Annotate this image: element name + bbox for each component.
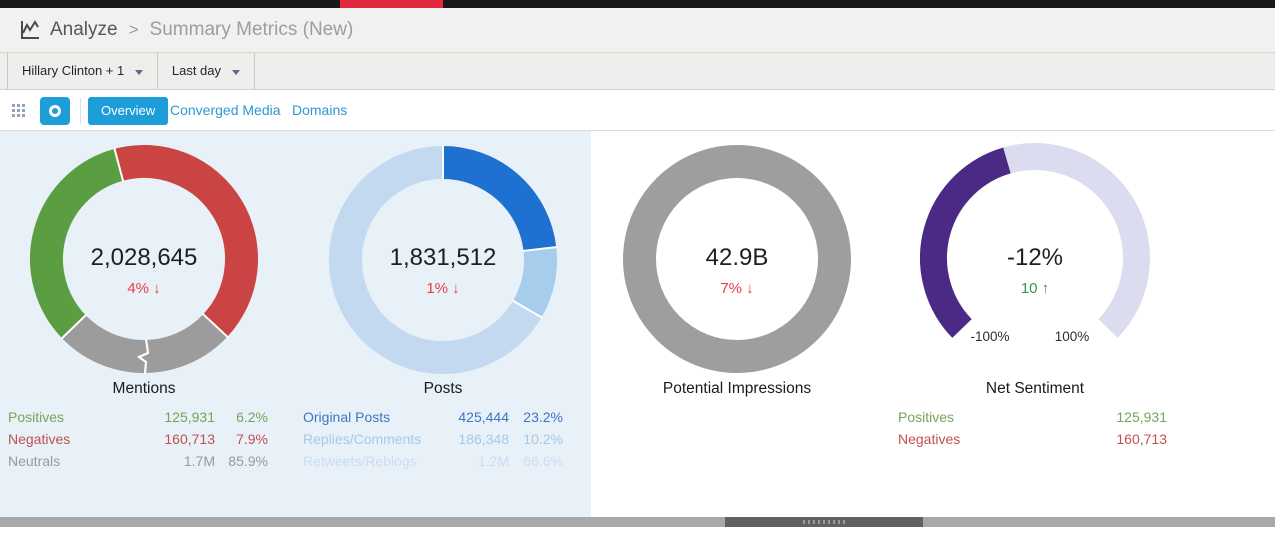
- toolbar-divider: [80, 98, 81, 124]
- top-strip-red-segment: [340, 0, 443, 8]
- posts-donut-chart[interactable]: [328, 145, 558, 375]
- date-range-label: Last day: [171, 63, 222, 78]
- impressions-change: 7% ↓: [720, 280, 754, 297]
- stat-row: Neutrals 1.7M 85.9%: [8, 453, 268, 469]
- net-sentiment-gauge-chart[interactable]: [920, 143, 1150, 373]
- browser-top-strip: [0, 0, 1275, 8]
- stat-row: Positives 125,931 6.2%: [8, 409, 268, 425]
- horizontal-scrollbar-thumb[interactable]: [725, 517, 923, 527]
- chevron-down-icon: [134, 70, 143, 75]
- stat-row: Negatives 160,713 7.9%: [8, 431, 268, 447]
- gauge-max-label: 100%: [1054, 329, 1090, 344]
- mentions-title: Mentions: [112, 380, 176, 397]
- tab-overview[interactable]: Overview: [88, 97, 169, 125]
- filter-bar: Hillary Clinton + 1 Last day: [0, 53, 1275, 90]
- date-range-dropdown[interactable]: Last day: [158, 53, 255, 89]
- mentions-change: 4% ↓: [127, 280, 161, 297]
- chevron-down-icon: [231, 70, 240, 75]
- impressions-title: Potential Impressions: [662, 380, 812, 397]
- posts-stats: Original Posts 425,444 23.2% Replies/Com…: [303, 406, 563, 472]
- gauge-min-label: -100%: [970, 329, 1010, 344]
- posts-total: 1,831,512: [389, 244, 497, 271]
- horizontal-scrollbar-track[interactable]: [0, 517, 1275, 527]
- breadcrumb-app[interactable]: Analyze: [50, 19, 118, 40]
- apps-grid-icon[interactable]: [12, 104, 26, 118]
- mentions-total: 2,028,645: [90, 244, 198, 271]
- impressions-total: 42.9B: [705, 244, 769, 271]
- tab-converged-media[interactable]: Converged Media: [170, 102, 281, 118]
- mentions-donut-chart[interactable]: [29, 144, 259, 374]
- arrow-up-icon: ↑: [1041, 280, 1050, 297]
- arrow-down-icon: ↓: [452, 280, 460, 297]
- net-sentiment-title: Net Sentiment: [985, 380, 1085, 397]
- posts-title: Posts: [423, 380, 463, 397]
- net-sentiment-value: -12%: [1006, 244, 1064, 271]
- view-toolbar: Overview Converged Media Domains: [0, 90, 1275, 131]
- stat-row: Retweets/Reblogs 1.2M 66.6%: [303, 453, 563, 469]
- app-header: Analyze > Summary Metrics (New): [0, 8, 1275, 53]
- stat-row: Negatives 160,713: [898, 431, 1167, 447]
- impressions-donut-chart[interactable]: [622, 144, 852, 374]
- posts-change: 1% ↓: [426, 280, 460, 297]
- breadcrumb-separator: >: [128, 20, 139, 39]
- arrow-down-icon: ↓: [153, 280, 161, 297]
- query-filter-label: Hillary Clinton + 1: [22, 63, 125, 78]
- stat-row: Positives 125,931: [898, 409, 1167, 425]
- arrow-down-icon: ↓: [746, 280, 754, 297]
- query-filter-dropdown[interactable]: Hillary Clinton + 1: [7, 53, 158, 89]
- circle-icon: [49, 105, 61, 117]
- bottom-spacer: [0, 527, 1275, 533]
- stat-row: Replies/Comments 186,348 10.2%: [303, 431, 563, 447]
- stat-row: Original Posts 425,444 23.2%: [303, 409, 563, 425]
- net-sentiment-change: 10 ↑: [1020, 280, 1050, 297]
- page-title: Summary Metrics (New): [149, 19, 354, 40]
- line-chart-icon: [18, 18, 42, 42]
- donut-view-button[interactable]: [40, 97, 70, 125]
- tab-domains[interactable]: Domains: [292, 102, 348, 118]
- mentions-stats: Positives 125,931 6.2% Negatives 160,713…: [8, 406, 268, 472]
- net-sentiment-stats: Positives 125,931 Negatives 160,713: [898, 406, 1167, 450]
